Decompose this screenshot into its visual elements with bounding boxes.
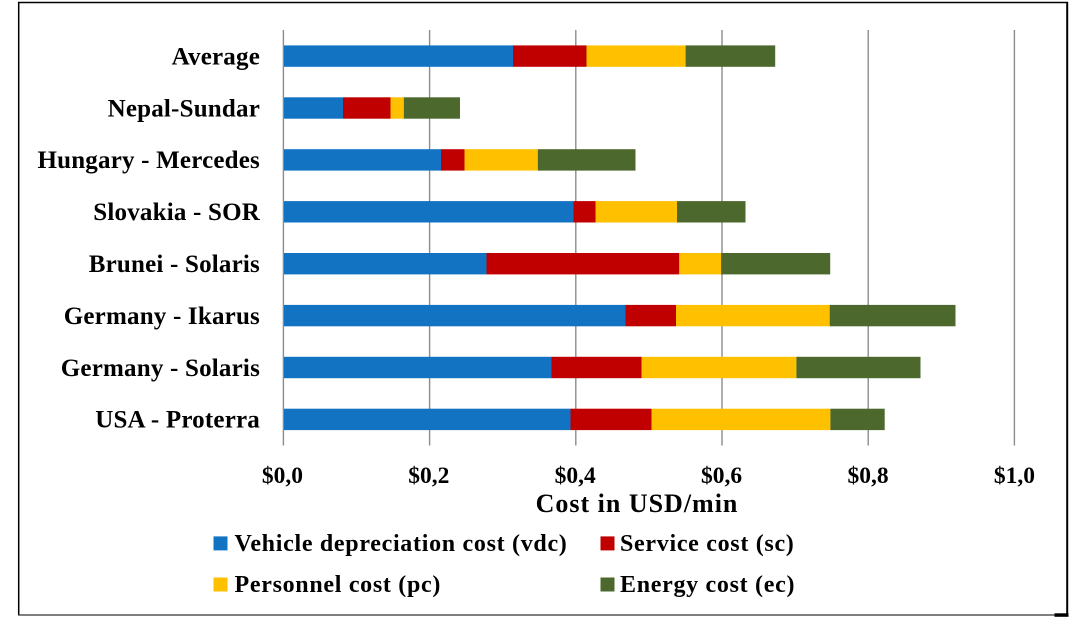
svg-text:$0,8: $0,8	[847, 463, 888, 489]
svg-text:Germany - Solaris: Germany - Solaris	[61, 355, 260, 382]
svg-text:Energy cost (ec): Energy cost (ec)	[620, 572, 795, 598]
svg-text:$0,4: $0,4	[555, 463, 596, 489]
svg-text:Brunei - Solaris: Brunei - Solaris	[89, 251, 260, 278]
svg-text:$1,0: $1,0	[994, 463, 1035, 489]
svg-text:Germany - Ikarus: Germany - Ikarus	[64, 303, 260, 330]
svg-text:Cost in USD/min: Cost in USD/min	[536, 489, 739, 518]
svg-text:Average: Average	[172, 43, 260, 70]
svg-text:Personnel cost (pc): Personnel cost (pc)	[235, 572, 442, 598]
svg-text:$0,2: $0,2	[408, 463, 449, 489]
svg-text:USA - Proterra: USA - Proterra	[95, 407, 260, 434]
svg-text:Service cost (sc): Service cost (sc)	[620, 531, 795, 557]
svg-text:Nepal-Sundar: Nepal-Sundar	[108, 95, 260, 122]
svg-text:$0,6: $0,6	[701, 463, 742, 489]
svg-text:Vehicle depreciation cost (vdc: Vehicle depreciation cost (vdc)	[235, 531, 568, 557]
svg-text:Slovakia - SOR: Slovakia - SOR	[93, 199, 260, 226]
svg-text:Hungary - Mercedes: Hungary - Mercedes	[37, 147, 260, 174]
svg-text:$0,0: $0,0	[262, 463, 303, 489]
